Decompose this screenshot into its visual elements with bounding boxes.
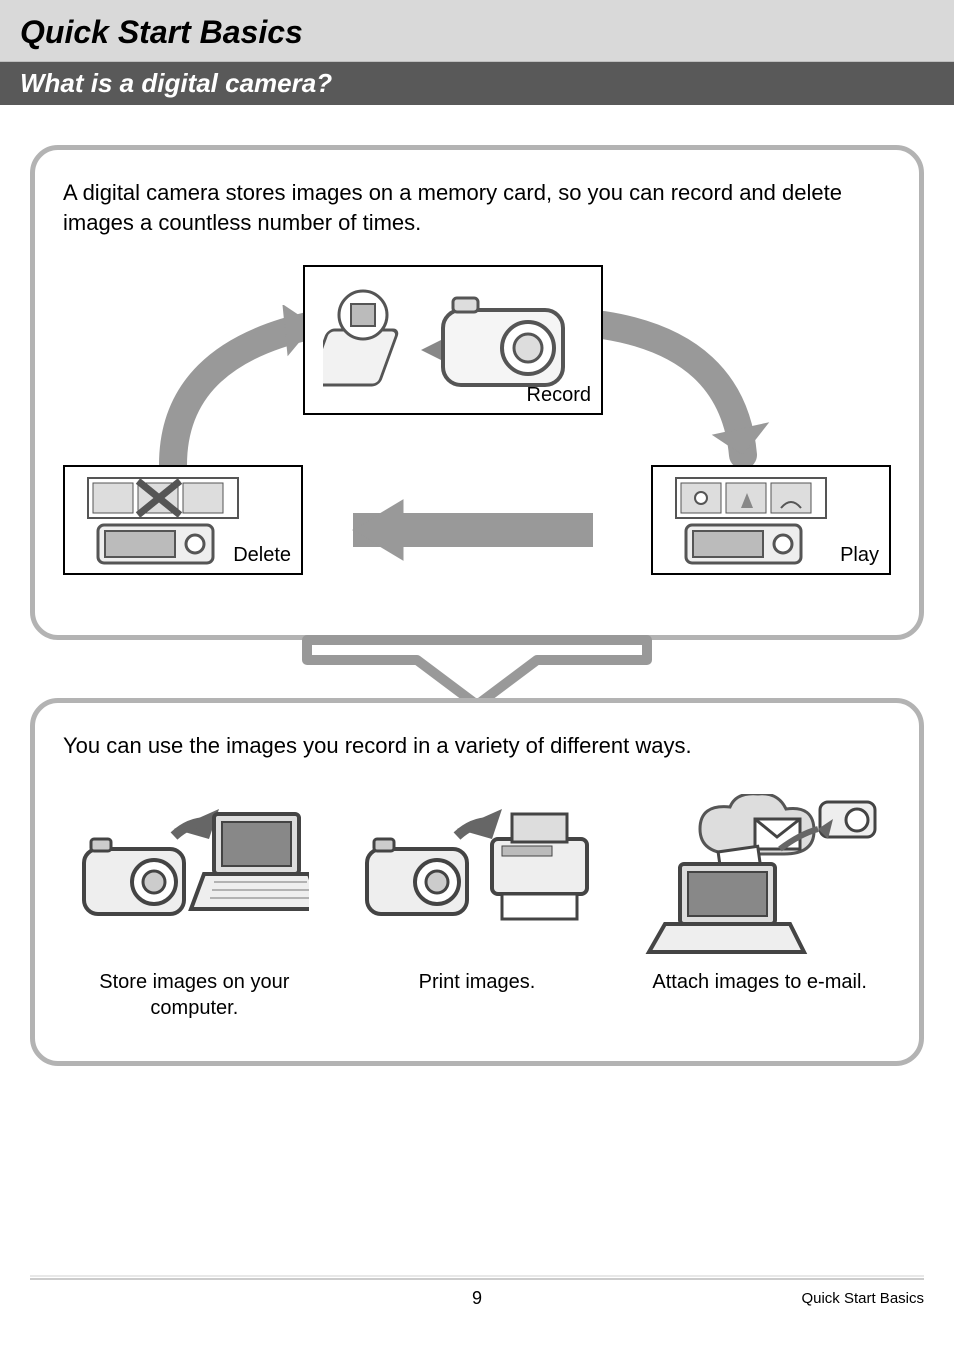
delete-illustration-icon <box>71 473 295 567</box>
cycle-diagram: Record <box>63 265 891 595</box>
use-item-email: Attach images to e-mail. <box>628 789 891 1021</box>
page-footer: 9 Quick Start Basics <box>0 1278 954 1307</box>
page-number: 9 <box>472 1288 482 1309</box>
panel-uses: You can use the images you record in a v… <box>30 698 924 1066</box>
page-title-bar: Quick Start Basics <box>0 0 954 62</box>
footer-section-label: Quick Start Basics <box>801 1290 924 1307</box>
cycle-box-play: Play <box>651 465 891 575</box>
email-illustration-icon <box>628 789 891 959</box>
cycle-box-delete: Delete <box>63 465 303 575</box>
use-caption-email: Attach images to e-mail. <box>628 969 891 995</box>
footer-divider <box>30 1278 924 1280</box>
panel-connector <box>30 640 924 698</box>
use-caption-print: Print images. <box>346 969 609 995</box>
use-item-print: Print images. <box>346 789 609 1021</box>
use-item-computer: Store images on your computer. <box>63 789 326 1021</box>
use-caption-computer: Store images on your computer. <box>63 969 326 1021</box>
page-title: Quick Start Basics <box>20 14 934 51</box>
section-title-bar: What is a digital camera? <box>0 62 954 105</box>
play-illustration-icon <box>659 473 883 567</box>
uses-grid: Store images on your computer. <box>63 789 891 1021</box>
panel-uses-text: You can use the images you record in a v… <box>63 731 891 761</box>
computer-illustration-icon <box>63 789 326 959</box>
section-title: What is a digital camera? <box>20 68 934 99</box>
content-area: A digital camera stores images on a memo… <box>0 105 954 1066</box>
record-illustration-icon <box>311 273 595 407</box>
print-illustration-icon <box>346 789 609 959</box>
cycle-box-record: Record <box>303 265 603 415</box>
panel-cycle: A digital camera stores images on a memo… <box>30 145 924 640</box>
panel-cycle-text: A digital camera stores images on a memo… <box>63 178 891 237</box>
